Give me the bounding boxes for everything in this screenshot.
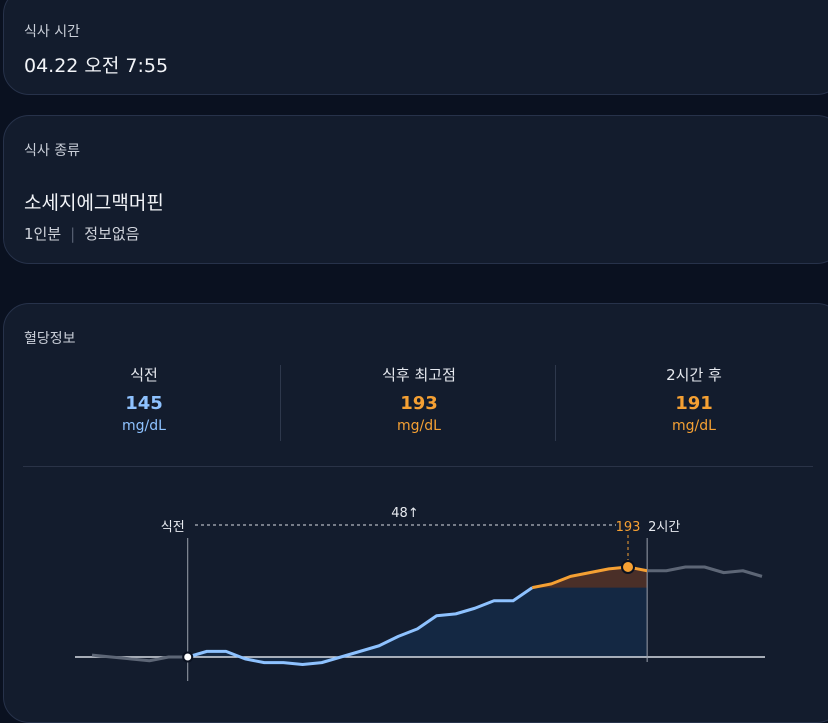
label: 혈당정보 <box>24 331 76 347</box>
stat: 2시간 후 191 mg/dL <box>594 364 794 434</box>
line <box>647 565 763 578</box>
divider <box>555 365 556 441</box>
divider <box>23 466 813 467</box>
start-label: 식전 <box>161 520 185 535</box>
info: 정보없음 <box>84 225 140 243</box>
details: 1인분 | 정보없음 <box>24 223 139 244</box>
stat-value: 145 <box>125 393 163 414</box>
start-point <box>182 651 194 663</box>
stat-unit: mg/dL <box>122 418 166 434</box>
area <box>187 567 648 665</box>
separator: | <box>70 225 76 243</box>
stat-name: 식후 최고점 <box>382 366 456 384</box>
stat-unit: mg/dL <box>672 418 716 434</box>
rise-label: 48↑ <box>391 506 418 521</box>
stat: 식후 최고점 193 mg/dL <box>319 364 519 434</box>
stat-value: 193 <box>400 393 438 414</box>
food: 소세지에그맥머핀 <box>24 192 164 214</box>
line <box>91 653 188 663</box>
page: {"meal_time":{"label":"식사 시간","value":"0… <box>3 0 828 723</box>
meal-type-card[interactable]: 식사 종류 소세지에그맥머핀 1인분 | 정보없음 <box>3 115 828 264</box>
peak-area <box>532 567 648 588</box>
peak-label: 193 <box>616 520 641 535</box>
line <box>187 586 534 666</box>
divider <box>280 365 281 441</box>
meal-time-card[interactable]: 식사 시간 04.22 오전 7:55 <box>3 0 828 95</box>
stat-name: 2시간 후 <box>666 366 722 384</box>
label: 식사 종류 <box>24 143 80 159</box>
glucose-chart: 식전 2시간 48↑ 193 <box>75 506 765 681</box>
stat-name: 식전 <box>130 366 158 384</box>
peak-point <box>621 560 635 574</box>
label: 식사 시간 <box>24 24 80 40</box>
stat: 식전 145 mg/dL <box>44 364 244 434</box>
stat-value: 191 <box>675 393 713 414</box>
value: 04.22 오전 7:55 <box>24 55 169 77</box>
end-label: 2시간 <box>648 520 680 535</box>
stat-unit: mg/dL <box>397 418 441 434</box>
portion: 1인분 <box>24 225 62 243</box>
